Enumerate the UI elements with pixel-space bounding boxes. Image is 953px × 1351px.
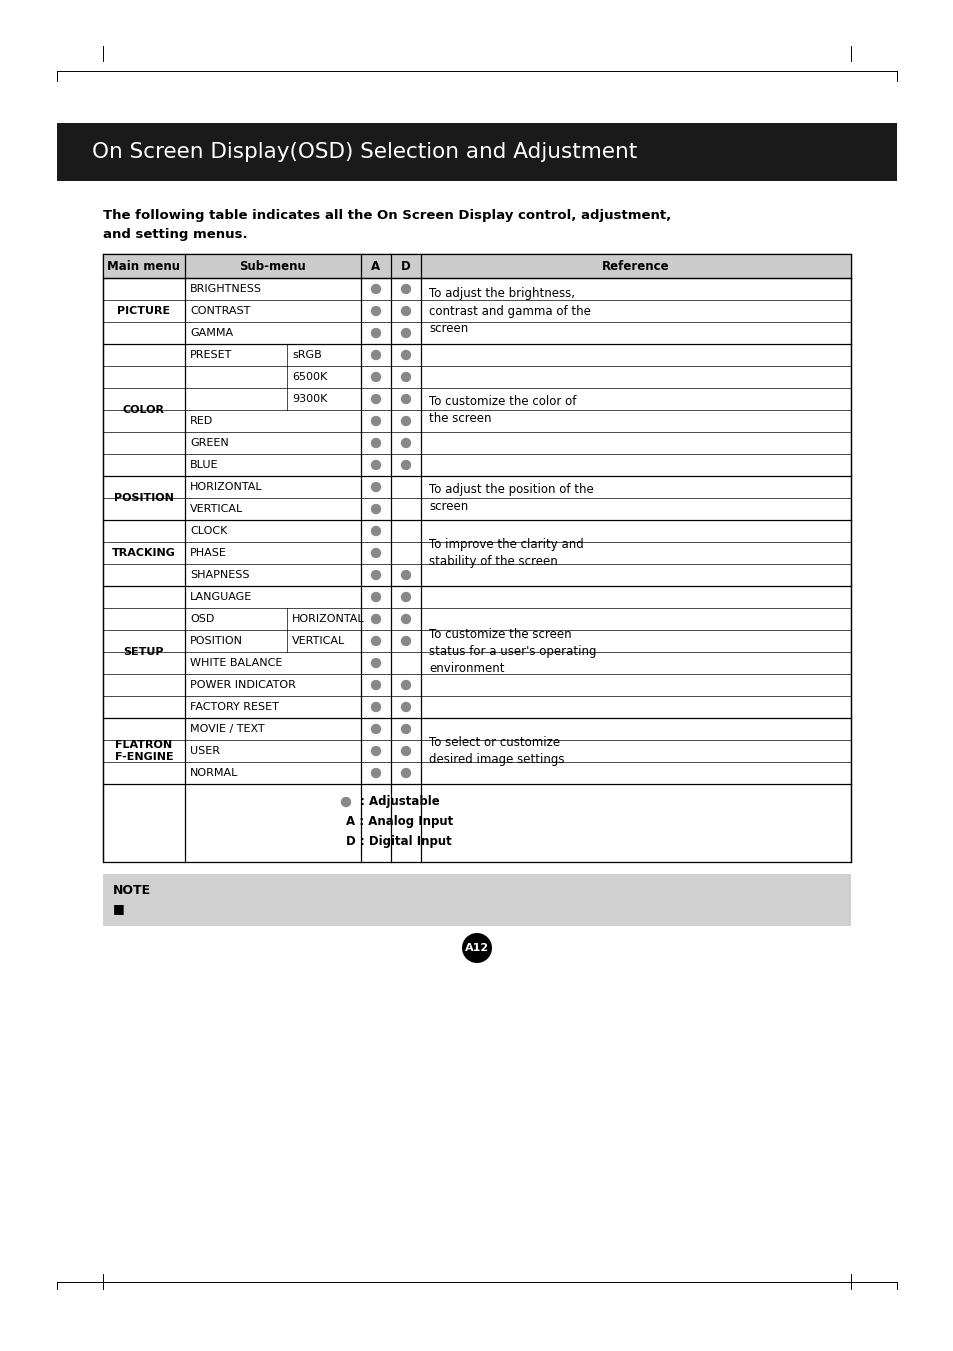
Circle shape (401, 416, 410, 426)
Circle shape (401, 461, 410, 470)
Circle shape (401, 769, 410, 777)
Text: POSITION: POSITION (190, 636, 243, 646)
FancyBboxPatch shape (103, 254, 850, 278)
Circle shape (371, 724, 380, 734)
Circle shape (401, 636, 410, 646)
Text: D : Digital Input: D : Digital Input (346, 835, 452, 848)
Text: To adjust the brightness,
contrast and gamma of the
screen: To adjust the brightness, contrast and g… (429, 288, 590, 335)
Text: PICTURE: PICTURE (117, 305, 171, 316)
Circle shape (371, 703, 380, 712)
Circle shape (401, 681, 410, 689)
Circle shape (371, 658, 380, 667)
Text: RED: RED (190, 416, 213, 426)
Text: TRACKING: TRACKING (112, 549, 175, 558)
Text: VERTICAL: VERTICAL (292, 636, 345, 646)
Circle shape (371, 549, 380, 558)
Text: To customize the screen
status for a user's operating
environment: To customize the screen status for a use… (429, 628, 596, 676)
Text: To improve the clarity and
stability of the screen: To improve the clarity and stability of … (429, 538, 583, 567)
Text: HORIZONTAL: HORIZONTAL (292, 613, 364, 624)
FancyBboxPatch shape (103, 254, 850, 862)
Circle shape (401, 307, 410, 316)
Circle shape (371, 328, 380, 338)
Circle shape (371, 416, 380, 426)
Text: CONTRAST: CONTRAST (190, 305, 250, 316)
Text: CLOCK: CLOCK (190, 526, 227, 536)
Circle shape (371, 307, 380, 316)
FancyBboxPatch shape (103, 874, 850, 925)
Text: : Adjustable: : Adjustable (359, 796, 439, 808)
Text: NORMAL: NORMAL (190, 767, 238, 778)
Circle shape (401, 570, 410, 580)
Text: GREEN: GREEN (190, 438, 229, 449)
Text: LANGUAGE: LANGUAGE (190, 592, 252, 603)
Circle shape (401, 328, 410, 338)
Text: A : Analog Input: A : Analog Input (346, 816, 453, 828)
Text: BRIGHTNESS: BRIGHTNESS (190, 284, 262, 295)
Text: FACTORY RESET: FACTORY RESET (190, 703, 278, 712)
Text: To adjust the position of the
screen: To adjust the position of the screen (429, 484, 593, 513)
Text: NOTE: NOTE (112, 884, 151, 897)
Text: USER: USER (190, 746, 220, 757)
Text: MOVIE / TEXT: MOVIE / TEXT (190, 724, 264, 734)
Text: A12: A12 (464, 943, 489, 952)
Circle shape (341, 797, 350, 807)
Circle shape (371, 394, 380, 404)
Circle shape (371, 636, 380, 646)
Circle shape (371, 681, 380, 689)
Circle shape (461, 934, 492, 963)
Text: ■: ■ (112, 902, 125, 915)
Circle shape (371, 593, 380, 601)
Text: SETUP: SETUP (124, 647, 164, 657)
Circle shape (371, 769, 380, 777)
Circle shape (401, 350, 410, 359)
Circle shape (401, 285, 410, 293)
Text: To customize the color of
the screen: To customize the color of the screen (429, 394, 576, 426)
Circle shape (371, 747, 380, 755)
Text: 6500K: 6500K (292, 372, 327, 382)
Text: A: A (371, 259, 380, 273)
Text: BLUE: BLUE (190, 459, 218, 470)
Circle shape (371, 615, 380, 624)
Text: OSD: OSD (190, 613, 214, 624)
Text: VERTICAL: VERTICAL (190, 504, 243, 513)
Text: SHAPNESS: SHAPNESS (190, 570, 250, 580)
Circle shape (401, 439, 410, 447)
Circle shape (401, 373, 410, 381)
Text: FLATRON
F-ENGINE: FLATRON F-ENGINE (114, 740, 173, 762)
Text: COLOR: COLOR (123, 405, 165, 415)
Text: D: D (400, 259, 411, 273)
Text: POSITION: POSITION (114, 493, 173, 503)
Text: 9300K: 9300K (292, 394, 327, 404)
Circle shape (371, 570, 380, 580)
Text: GAMMA: GAMMA (190, 328, 233, 338)
Text: PHASE: PHASE (190, 549, 227, 558)
FancyBboxPatch shape (57, 123, 896, 181)
Text: To select or customize
desired image settings: To select or customize desired image set… (429, 736, 564, 766)
Text: WHITE BALANCE: WHITE BALANCE (190, 658, 282, 667)
Text: POWER INDICATOR: POWER INDICATOR (190, 680, 295, 690)
Text: Reference: Reference (601, 259, 669, 273)
Circle shape (401, 703, 410, 712)
Circle shape (401, 724, 410, 734)
Circle shape (401, 747, 410, 755)
Circle shape (371, 439, 380, 447)
Text: On Screen Display(OSD) Selection and Adjustment: On Screen Display(OSD) Selection and Adj… (91, 142, 637, 162)
Text: PRESET: PRESET (190, 350, 233, 359)
Circle shape (371, 461, 380, 470)
Circle shape (371, 373, 380, 381)
Text: Sub-menu: Sub-menu (239, 259, 306, 273)
Circle shape (401, 394, 410, 404)
Circle shape (371, 504, 380, 513)
Circle shape (401, 615, 410, 624)
Circle shape (371, 482, 380, 492)
Text: The following table indicates all the On Screen Display control, adjustment,
and: The following table indicates all the On… (103, 209, 671, 240)
Text: sRGB: sRGB (292, 350, 321, 359)
Circle shape (371, 350, 380, 359)
Circle shape (371, 285, 380, 293)
Text: HORIZONTAL: HORIZONTAL (190, 482, 262, 492)
Circle shape (401, 593, 410, 601)
Circle shape (371, 527, 380, 535)
Text: Main menu: Main menu (108, 259, 180, 273)
